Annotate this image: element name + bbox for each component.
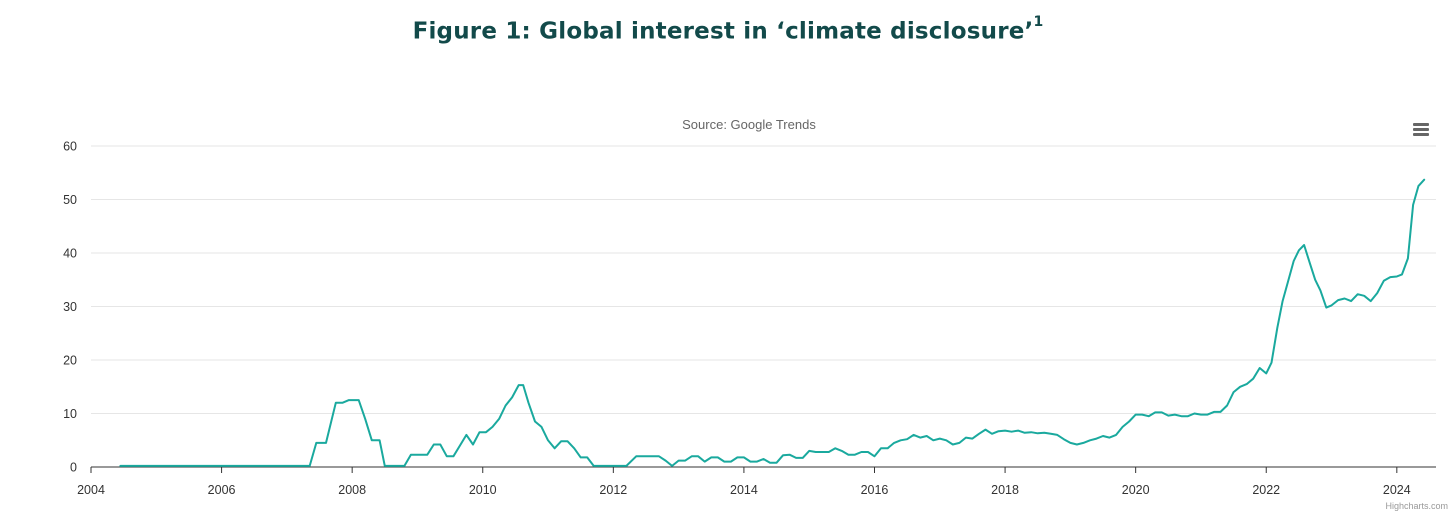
x-tick-label-2006: 2006 — [208, 483, 236, 497]
y-axis-labels: 0 10 20 30 40 50 60 — [63, 140, 77, 475]
x-tick-label-2020: 2020 — [1122, 483, 1150, 497]
chart-menu-button[interactable] — [1408, 119, 1434, 141]
y-tick-label-20: 20 — [63, 354, 77, 368]
x-tick-label-2010: 2010 — [469, 483, 497, 497]
y-tick-label-30: 30 — [63, 300, 77, 314]
hamburger-menu-icon-bar — [1413, 133, 1429, 136]
x-tick-label-2008: 2008 — [338, 483, 366, 497]
plot-area — [119, 178, 1426, 467]
hamburger-menu-icon-bar — [1413, 128, 1429, 131]
y-tick-label-10: 10 — [63, 407, 77, 421]
x-tick-label-2014: 2014 — [730, 483, 758, 497]
hamburger-menu-icon — [1413, 123, 1429, 126]
title-footnote-marker: 1 — [1033, 14, 1044, 30]
x-tick-label-2012: 2012 — [599, 483, 627, 497]
y-tick-label-40: 40 — [63, 247, 77, 261]
x-tick-label-2024: 2024 — [1383, 483, 1411, 497]
y-tick-label-50: 50 — [63, 193, 77, 207]
x-tick-label-2016: 2016 — [861, 483, 889, 497]
x-axis: 2004 2006 2008 2010 2012 2014 2016 2018 2020 2022… — [77, 466, 1436, 497]
x-tick-label-2004: 2004 — [77, 483, 105, 497]
gridlines — [91, 145, 1436, 414]
figure-title: Figure 1: Global interest in ‘climate di… — [0, 14, 1456, 45]
series-line-0 — [119, 178, 1426, 467]
y-tick-label-60: 60 — [63, 140, 77, 154]
credits-link[interactable]: Highcharts.com — [1385, 501, 1448, 511]
x-tick-label-2022: 2022 — [1252, 483, 1280, 497]
y-tick-label-0: 0 — [70, 461, 77, 475]
x-tick-label-2018: 2018 — [991, 483, 1019, 497]
figure-title-text: Figure 1: Global interest in ‘climate di… — [412, 18, 1034, 45]
chart-subtitle: Source: Google Trends — [682, 117, 816, 132]
